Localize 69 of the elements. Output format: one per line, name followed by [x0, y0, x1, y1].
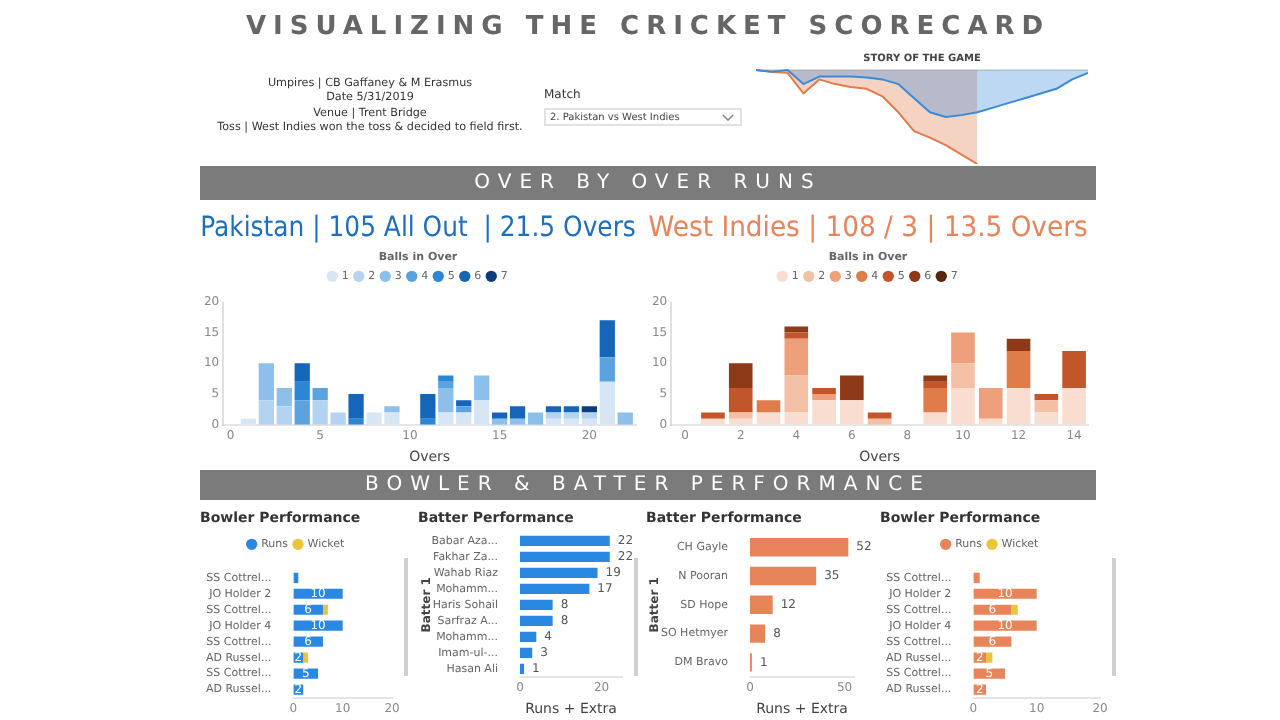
- bar: [840, 375, 864, 401]
- bar: [1006, 351, 1031, 388]
- bar: [784, 326, 809, 333]
- bar: [728, 412, 753, 419]
- bar: [438, 387, 454, 413]
- bar: [520, 647, 533, 658]
- bar: [438, 375, 454, 382]
- bar: [923, 387, 948, 413]
- bar: [973, 572, 980, 583]
- bar: [951, 332, 975, 364]
- text: OVER BY OVER RUNS: [200, 166, 1096, 200]
- bar: [520, 567, 598, 578]
- bar: [1062, 351, 1086, 388]
- bar: [520, 599, 553, 610]
- bar: [1034, 400, 1059, 413]
- bar: [923, 381, 948, 388]
- bar: [812, 387, 836, 395]
- bar: [812, 394, 836, 401]
- bar: [750, 624, 766, 643]
- bar: [322, 604, 328, 615]
- bar: [384, 406, 400, 413]
- bar: [951, 363, 975, 388]
- bar: [520, 535, 610, 546]
- bar: [312, 387, 328, 401]
- bar: [520, 615, 553, 626]
- bar: [986, 652, 993, 663]
- bar: [599, 357, 615, 382]
- bar: [420, 394, 436, 419]
- bar: [978, 387, 1003, 419]
- bar: [951, 387, 975, 425]
- text: VISUALIZING THE CRICKET SCORECARD: [243, 12, 1053, 42]
- bar: [840, 400, 864, 425]
- chart-title: West Indies | 108 / 3 | 13.5 Overs: [648, 211, 1088, 245]
- bar: [599, 320, 615, 358]
- bar: [867, 412, 892, 419]
- bar: [294, 381, 310, 401]
- bar: [784, 338, 809, 376]
- bar: [294, 400, 310, 425]
- bar: [456, 400, 472, 407]
- bar: [923, 375, 948, 382]
- text: BOWLER & BATTER PERFORMANCE: [200, 470, 1096, 500]
- bar: [784, 332, 809, 339]
- bar: [812, 400, 836, 425]
- bar: [1011, 604, 1018, 615]
- chart-title: Pakistan | 105 All Out | 21.5 Overs: [200, 212, 637, 245]
- bar: [923, 412, 948, 425]
- bar: [784, 412, 809, 425]
- bar: [728, 363, 753, 388]
- bar: [728, 387, 753, 413]
- bar: [1034, 394, 1059, 401]
- bar: [1006, 338, 1031, 351]
- bar: [750, 538, 849, 557]
- bar: [784, 375, 809, 413]
- bar: [474, 375, 490, 401]
- bar: [701, 412, 725, 419]
- bar: [520, 551, 610, 562]
- bar: [456, 406, 472, 413]
- bar: [750, 566, 817, 586]
- bar: [520, 583, 590, 594]
- bar: [438, 381, 454, 388]
- bar: [348, 394, 364, 419]
- bar: [1006, 387, 1031, 425]
- bar: [581, 406, 597, 413]
- bar: [1062, 387, 1086, 425]
- bar: [303, 652, 309, 663]
- bar: [294, 363, 310, 382]
- bar: [750, 595, 773, 614]
- bar: [520, 631, 537, 642]
- bar: [756, 400, 781, 413]
